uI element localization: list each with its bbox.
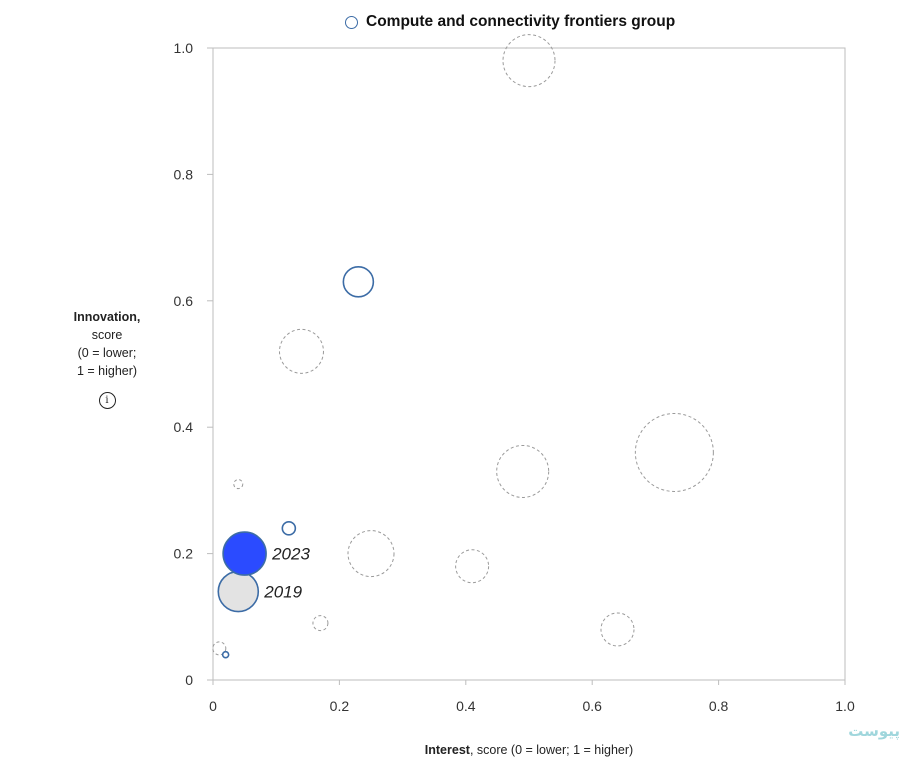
data-bubble	[600, 612, 635, 647]
plot-frame	[212, 47, 846, 681]
x-tick-label: 0.6	[582, 698, 602, 714]
y-tick-label: 0.6	[174, 293, 194, 309]
y-axis-label-line: score	[91, 328, 123, 342]
data-bubble	[281, 521, 297, 536]
y-axis-label: Innovation, score (0 = lower; 1 = higher…	[47, 308, 167, 409]
data-bubble	[455, 549, 490, 584]
bubble-year-label: 2019	[263, 583, 302, 602]
legend-label: Compute and connectivity frontiers group	[366, 13, 676, 30]
y-tick-label: 0.2	[174, 546, 194, 562]
y-axis-label-line: (0 = lower;	[77, 346, 137, 360]
watermark-logo: ﭘﯿﻮﺳﺖ	[848, 722, 900, 740]
plot-frame-layer	[212, 47, 846, 681]
bubble-layer	[212, 34, 714, 659]
chart-legend: Compute and connectivity frontiers group	[345, 13, 675, 31]
data-bubble	[496, 444, 550, 498]
y-tick-label: 0.4	[174, 419, 194, 435]
data-bubble	[233, 479, 244, 490]
bubble-year-label: 2023	[271, 545, 310, 564]
data-bubble	[222, 531, 267, 576]
data-bubble	[342, 266, 375, 298]
info-icon[interactable]: i	[98, 392, 116, 409]
x-axis-label-title: Interest	[424, 743, 470, 757]
x-tick-label: 0	[209, 698, 217, 714]
data-bubble	[221, 650, 230, 659]
data-bubble	[347, 530, 395, 578]
y-axis-label-line: 1 = higher)	[76, 364, 138, 378]
x-tick-label: 0.4	[456, 698, 476, 714]
data-bubble	[312, 615, 329, 632]
x-axis-label-rest: , score (0 = lower; 1 = higher)	[469, 743, 634, 757]
data-bubble	[212, 641, 227, 656]
data-bubble	[278, 328, 324, 374]
x-tick-label: 0.8	[709, 698, 729, 714]
data-bubble	[502, 34, 556, 88]
y-tick-label: 0	[185, 672, 193, 688]
data-bubble	[217, 570, 260, 613]
data-bubble	[634, 412, 714, 492]
y-tick-label: 1.0	[174, 40, 194, 56]
y-axis-label-title: Innovation,	[73, 310, 141, 324]
tick-layer: 0 0.2 0.4 0.6 0.8 1.0 0 0.2 0.4 0.6 0.8 1.0	[174, 40, 855, 714]
legend-circle-icon	[345, 15, 358, 29]
x-tick-label: 0.2	[330, 698, 350, 714]
y-tick-label: 0.8	[174, 166, 194, 182]
bubble-label-layer: 2019 2023	[263, 545, 310, 602]
x-tick-label: 1.0	[835, 698, 855, 714]
x-axis-label: Interest, score (0 = lower; 1 = higher)	[0, 743, 918, 757]
